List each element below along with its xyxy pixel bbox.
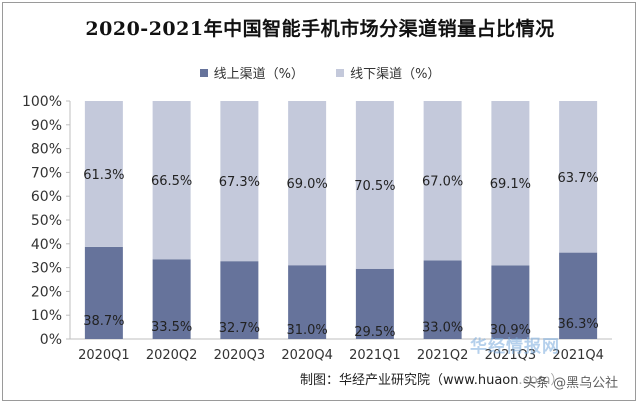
data-label-online: 31.0%: [286, 323, 327, 338]
bar-offline: [355, 101, 394, 269]
bar-offline: [288, 101, 327, 266]
data-label-offline: 69.0%: [286, 177, 327, 192]
x-tick-label: 2021Q4: [552, 348, 604, 363]
bar-online: [152, 259, 191, 339]
legend-swatch-online: [199, 68, 208, 77]
legend-swatch-offline: [336, 68, 345, 77]
watermark-logo: 华经情报网: [470, 337, 560, 357]
bar-online: [84, 246, 123, 339]
bar-online: [220, 261, 259, 339]
data-label-online: 29.5%: [354, 325, 395, 340]
x-tick-label: 2020Q4: [281, 348, 333, 363]
y-tick-label: 40%: [31, 237, 62, 253]
bar-online: [423, 260, 462, 339]
bar-online: [288, 265, 327, 339]
bar-offline: [559, 101, 598, 253]
data-label-offline: 69.1%: [490, 177, 531, 192]
watermark-tag: 头条 @黑乌公社: [520, 372, 622, 391]
legend-item-offline: 线下渠道（%）: [336, 63, 440, 82]
source-note: 制图：华经产业研究院（www.huaon.com）: [300, 373, 564, 388]
data-label-online: 30.9%: [490, 323, 531, 338]
data-label-offline: 63.7%: [557, 171, 598, 186]
bar-offline: [84, 101, 123, 247]
y-tick-label: 90%: [31, 118, 62, 134]
bar-online: [559, 252, 598, 339]
y-tick-label: 60%: [31, 189, 62, 205]
y-tick-label: 10%: [31, 308, 62, 324]
data-label-online: 38.7%: [83, 314, 124, 329]
data-label-online: 33.0%: [422, 321, 463, 336]
bar-online: [355, 268, 394, 339]
y-tick-label: 30%: [31, 261, 62, 277]
data-label-offline: 67.3%: [219, 175, 260, 190]
y-tick-label: 20%: [31, 284, 62, 300]
data-label-offline: 67.0%: [422, 175, 463, 190]
x-tick-label: 2021Q1: [349, 348, 401, 363]
bar-offline: [152, 101, 191, 260]
data-label-offline: 70.5%: [354, 179, 395, 194]
x-tick-label: 2020Q2: [146, 348, 198, 363]
data-label-online: 33.5%: [151, 320, 192, 335]
data-label-online: 32.7%: [219, 321, 260, 336]
legend-item-online: 线上渠道（%）: [199, 63, 304, 82]
x-tick-label: 2021Q2: [417, 348, 469, 363]
y-tick-label: 70%: [31, 165, 62, 181]
legend-label-online: 线上渠道（%）: [213, 67, 304, 82]
x-tick-label: 2021Q3: [485, 348, 537, 363]
chart-frame: [2, 2, 636, 401]
legend-label-offline: 线下渠道（%）: [350, 67, 441, 82]
bar-offline: [423, 101, 462, 261]
data-label-offline: 66.5%: [151, 174, 192, 189]
data-label-offline: 61.3%: [83, 168, 124, 183]
y-tick-label: 80%: [31, 142, 62, 158]
x-tick-label: 2020Q3: [214, 348, 266, 363]
data-label-online: 36.3%: [557, 317, 598, 332]
y-tick-label: 0%: [40, 332, 62, 348]
bar-offline: [220, 101, 259, 262]
bar-offline: [491, 101, 530, 266]
bar-online: [491, 265, 530, 339]
y-tick-label: 100%: [22, 94, 62, 110]
legend: 线上渠道（%） 线下渠道（%）: [0, 63, 640, 82]
x-tick-label: 2020Q1: [78, 348, 130, 363]
chart-title: 2020-2021年中国智能手机市场分渠道销量占比情况: [85, 18, 555, 40]
y-tick-label: 50%: [31, 213, 62, 229]
